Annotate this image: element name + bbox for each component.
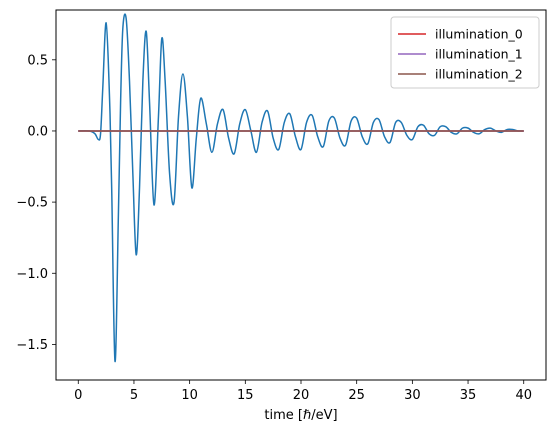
legend-box <box>390 16 540 89</box>
legend-entries: illumination_0 illumination_1 illumination… <box>398 27 523 82</box>
legend: illumination_0 illumination_1 illumination… <box>390 16 540 89</box>
y-tick-label: 0.0 <box>27 124 48 139</box>
x-tick-label: 0 <box>74 388 82 403</box>
y-tick-label: −1.5 <box>16 338 48 353</box>
series-line-0 <box>78 13 524 363</box>
x-tick-label: 5 <box>130 388 138 403</box>
x-tick-label: 35 <box>460 388 477 403</box>
legend-label: illumination_2 <box>435 67 523 82</box>
x-tick-label: 15 <box>237 388 254 403</box>
x-tick-label: 30 <box>404 388 421 403</box>
y-tick-label: 0.5 <box>27 53 48 68</box>
x-tick-label: 40 <box>515 388 532 403</box>
y-axis: 0.5 0.0 −0.5 −1.0 −1.5 <box>16 53 56 353</box>
series-layer <box>78 13 524 363</box>
y-tick-label: −0.5 <box>16 196 48 211</box>
x-axis-label: time [ℏ/eV] <box>264 408 337 423</box>
x-tick-label: 10 <box>181 388 198 403</box>
legend-label: illumination_1 <box>435 47 523 62</box>
x-axis: 0 5 10 15 20 25 30 35 40 <box>74 380 532 403</box>
y-tick-label: −1.0 <box>16 267 48 282</box>
legend-label: illumination_0 <box>435 27 523 42</box>
x-tick-label: 20 <box>293 388 310 403</box>
x-tick-label: 25 <box>348 388 365 403</box>
